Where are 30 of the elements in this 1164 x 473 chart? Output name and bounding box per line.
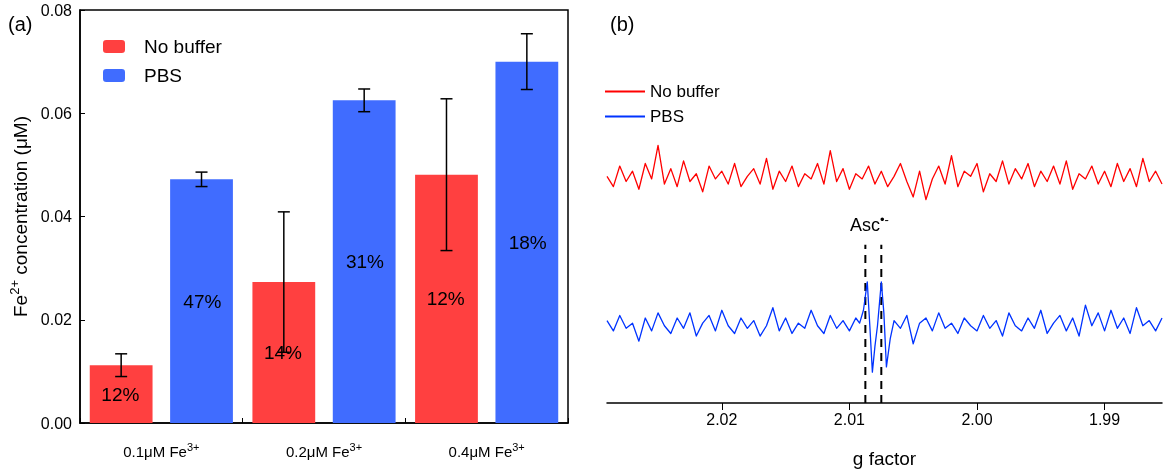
y-tick-label: 0.06 xyxy=(40,104,73,122)
annotation: 12% xyxy=(426,288,465,310)
annotation: Asc•- xyxy=(849,211,889,235)
bar xyxy=(495,61,559,423)
legend-label: No buffer xyxy=(650,82,720,101)
bar xyxy=(415,174,478,423)
legend-label: PBS xyxy=(144,65,183,86)
bar xyxy=(89,365,153,423)
annotation: 12% xyxy=(101,383,140,405)
text: (b) xyxy=(610,13,635,35)
y-tick-label: 0.02 xyxy=(40,311,73,329)
y-tick-label: 0.04 xyxy=(40,208,73,225)
annotation: 47% xyxy=(183,290,222,312)
y-axis-title: Fe2+ concentration (μM) xyxy=(7,115,31,318)
x-tick-label: 2.02 xyxy=(706,410,738,428)
annotation: 31% xyxy=(345,251,385,273)
x-axis-title: g factor xyxy=(852,448,917,469)
x-tick-label: 2.01 xyxy=(833,410,866,428)
bar xyxy=(252,282,316,423)
y-tick-label: 0.00 xyxy=(40,414,73,432)
bar xyxy=(332,100,396,423)
bar xyxy=(170,179,233,423)
x-tick-label: 2.00 xyxy=(961,410,993,428)
legend-label: PBS xyxy=(650,107,685,126)
legend-label: No buffer xyxy=(144,36,223,57)
annotation: 14% xyxy=(263,342,303,364)
annotation: 18% xyxy=(508,231,547,253)
x-tick-label: 1.99 xyxy=(1089,410,1121,428)
y-tick-label: 0.08 xyxy=(40,1,73,19)
text: (a) xyxy=(8,13,33,35)
